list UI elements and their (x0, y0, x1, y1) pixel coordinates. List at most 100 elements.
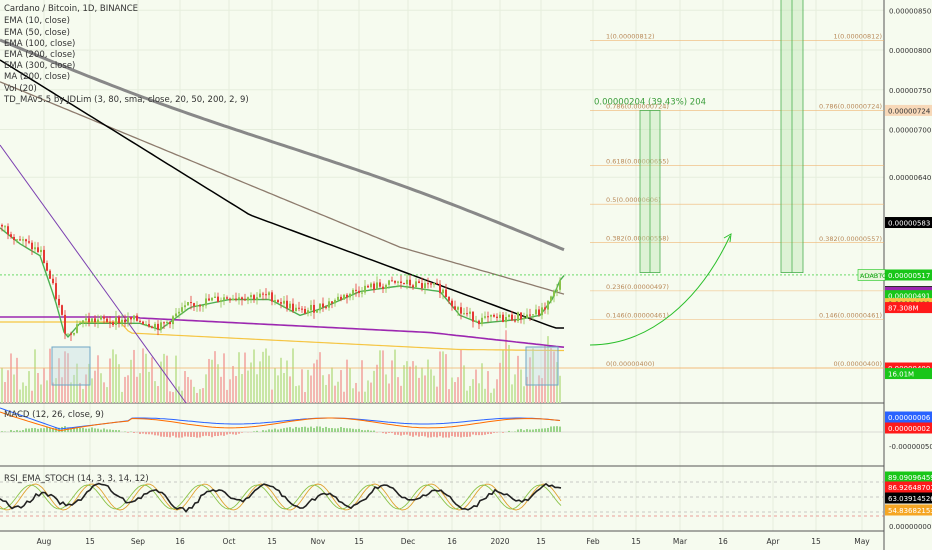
volume-bar (208, 358, 210, 403)
macd-histogram-bar (433, 432, 435, 437)
candle-body (274, 300, 276, 302)
indicator-ema300[interactable]: EMA (300, close) (4, 61, 75, 71)
macd-histogram-bar (217, 432, 219, 437)
macd-histogram-bar (109, 429, 111, 432)
time-tick: 15 (811, 537, 821, 546)
candle-body (433, 282, 435, 285)
indicator-ema10[interactable]: EMA (10, close) (4, 16, 70, 26)
macd-histogram-bar (487, 432, 489, 435)
volume-bar (67, 353, 69, 403)
price-candles (1, 223, 561, 342)
candle-body (55, 283, 57, 299)
candle-body (37, 247, 39, 253)
candle-body (367, 285, 369, 288)
candle-body (559, 280, 561, 290)
candle-body (163, 322, 165, 324)
indicator-ema200[interactable]: EMA (200, close) (4, 50, 75, 60)
macd-histogram-bar (43, 428, 45, 432)
volume-bar (202, 388, 204, 403)
candle-body (145, 324, 147, 326)
time-tick: Apr (767, 537, 781, 546)
candle-body (544, 307, 546, 310)
macd-histogram-bar (169, 432, 171, 438)
candle-body (178, 311, 180, 314)
macd-histogram-bar (370, 430, 372, 432)
candle-body (277, 300, 279, 303)
volume-bar (118, 364, 120, 403)
candle-body (538, 309, 540, 316)
price-badge (885, 302, 932, 314)
price-tick: 0.00000750 (889, 87, 931, 95)
macd-histogram-bar (382, 432, 384, 434)
candle-body (97, 319, 99, 322)
volume-bar (448, 389, 450, 403)
volume-bar (409, 366, 411, 403)
volume-bar (307, 369, 309, 403)
volume-bar (277, 375, 279, 403)
volume-bar (532, 348, 534, 403)
candle-body (541, 307, 543, 316)
volume-bar (262, 351, 264, 403)
macd-histogram-bar (469, 432, 471, 437)
candle-body (187, 302, 189, 306)
volume-bar (241, 374, 243, 403)
rsi-title[interactable]: RSI_EMA_STOCH (14, 3, 3, 14, 12) (4, 474, 149, 484)
candle-body (496, 316, 498, 318)
volume-bar (7, 370, 9, 403)
indicator-ema100[interactable]: EMA (100, close) (4, 39, 75, 49)
candle-body (406, 279, 408, 285)
volume-bar (550, 348, 552, 403)
indicator-ma200[interactable]: MA (200, close) (4, 72, 70, 82)
fib-label-left: 1(0.00000812) (606, 32, 655, 40)
macd-histogram-bar (313, 427, 315, 432)
candle-body (526, 314, 528, 318)
macd-histogram-bar (145, 432, 147, 435)
ema10-line (0, 227, 565, 338)
volume-bar (463, 365, 465, 403)
price-badge (885, 362, 932, 374)
indicator-td-ma[interactable]: TD_MAv5.5 by JDLim (3, 80, sma, close, 2… (3, 95, 249, 105)
volume-bar (523, 386, 525, 403)
volume-bar (151, 357, 153, 403)
candle-body (169, 321, 171, 325)
candle-body (307, 310, 309, 314)
volume-bar (94, 370, 96, 403)
macd-histogram-bar (358, 428, 360, 432)
candle-body (337, 296, 339, 300)
macd-histogram-bar (481, 432, 483, 436)
price-badge-text: 0.00000583 (888, 220, 930, 228)
volume-bar (304, 392, 306, 403)
indicator-ema50[interactable]: EMA (50, close) (4, 28, 70, 38)
candle-body (514, 320, 516, 322)
candle-body (310, 304, 312, 311)
candle-body (28, 241, 30, 243)
macd-title[interactable]: MACD (12, 26, close, 9) (4, 410, 104, 420)
macd-histogram-bar (388, 432, 390, 433)
candle-body (88, 318, 90, 323)
macd-histogram-bar (172, 432, 174, 436)
macd-histogram-bar (424, 432, 426, 437)
volume-bar (427, 359, 429, 403)
highlight-box[interactable] (51, 346, 91, 386)
candle-body (487, 316, 489, 318)
highlight-box[interactable] (525, 346, 559, 386)
macd-histogram-bar (199, 432, 201, 438)
candle-body (319, 303, 321, 311)
rsi-tick: 0.00000000 (889, 523, 931, 531)
macd-histogram-bar (316, 426, 318, 432)
macd-histogram-bar (154, 432, 156, 436)
indicator-volume[interactable]: Vol (20) (4, 84, 37, 94)
macd-histogram-bar (142, 432, 144, 434)
volume-bar (394, 349, 396, 403)
volume-bar (157, 386, 159, 403)
volume-bar (412, 361, 414, 403)
volume-bar (205, 374, 207, 403)
candle-body (394, 281, 396, 283)
macd-histogram-bar (397, 432, 399, 435)
candle-body (358, 290, 360, 294)
volume-bar (538, 375, 540, 403)
macd-tick: -0.00000050 (889, 443, 932, 451)
candle-body (421, 283, 423, 289)
